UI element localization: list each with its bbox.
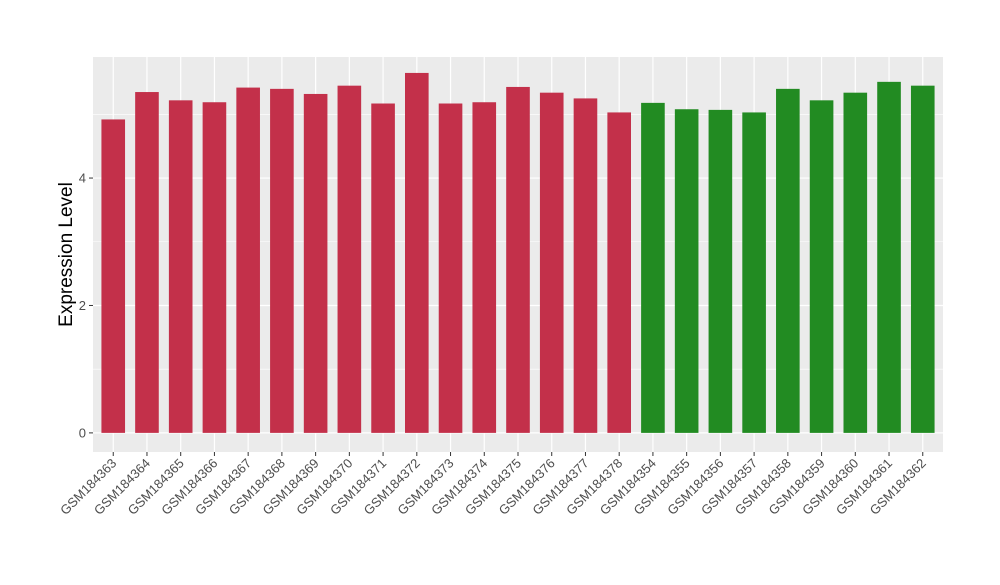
bar [877, 81, 901, 433]
bar [809, 100, 834, 433]
y-tick-label: 2 [79, 298, 86, 313]
bar [236, 87, 260, 433]
bar [708, 109, 733, 433]
bar [270, 88, 294, 433]
bar [101, 119, 126, 433]
bar [472, 102, 497, 433]
bar [674, 109, 699, 433]
bar [135, 92, 159, 433]
y-tick-label: 0 [79, 425, 86, 440]
bar [843, 92, 868, 433]
bar [337, 85, 362, 433]
bar [573, 98, 598, 433]
bar [742, 112, 766, 433]
y-tick-label: 4 [79, 171, 86, 186]
bar [607, 112, 631, 433]
bar [371, 103, 395, 433]
y-axis-label: Expression Level [56, 182, 77, 327]
bar [539, 92, 564, 433]
bar [405, 72, 429, 433]
bar [202, 102, 227, 433]
bar [506, 86, 530, 433]
bar [168, 100, 193, 433]
bar [910, 85, 935, 433]
bar [776, 88, 800, 433]
bar [303, 93, 328, 433]
bars [101, 72, 935, 433]
bar [438, 103, 463, 433]
y-axis: 0 2 4 [79, 171, 93, 440]
x-axis: GSM184363GSM184364GSM184365GSM184366GSM1… [57, 452, 929, 518]
bar [641, 102, 665, 433]
